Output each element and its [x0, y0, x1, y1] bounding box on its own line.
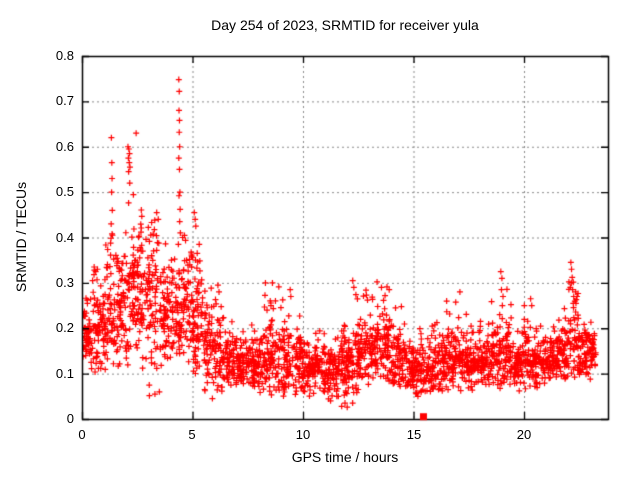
x-tick-10: 10 — [295, 427, 311, 442]
x-tick-5: 5 — [188, 427, 196, 442]
y-tick-0.6: 0.6 — [55, 139, 74, 154]
y-axis-label: SRMTID / TECUs — [13, 181, 29, 293]
y-tick-0.4: 0.4 — [55, 230, 74, 245]
x-tick-20: 20 — [516, 427, 532, 442]
x-tick-0: 0 — [78, 427, 86, 442]
x-axis-label: GPS time / hours — [291, 449, 399, 465]
y-tick-0.3: 0.3 — [55, 275, 74, 290]
y-tick-0.5: 0.5 — [55, 184, 74, 199]
y-tick-0.8: 0.8 — [55, 48, 74, 63]
y-tick-0.2: 0.2 — [55, 320, 74, 335]
y-tick-0.1: 0.1 — [55, 366, 74, 381]
x-tick-15: 15 — [406, 427, 422, 442]
chart-title: Day 254 of 2023, SRMTID for receiver yul… — [211, 17, 479, 33]
y-tick-0.7: 0.7 — [55, 93, 74, 108]
y-tick-0: 0 — [66, 411, 74, 426]
